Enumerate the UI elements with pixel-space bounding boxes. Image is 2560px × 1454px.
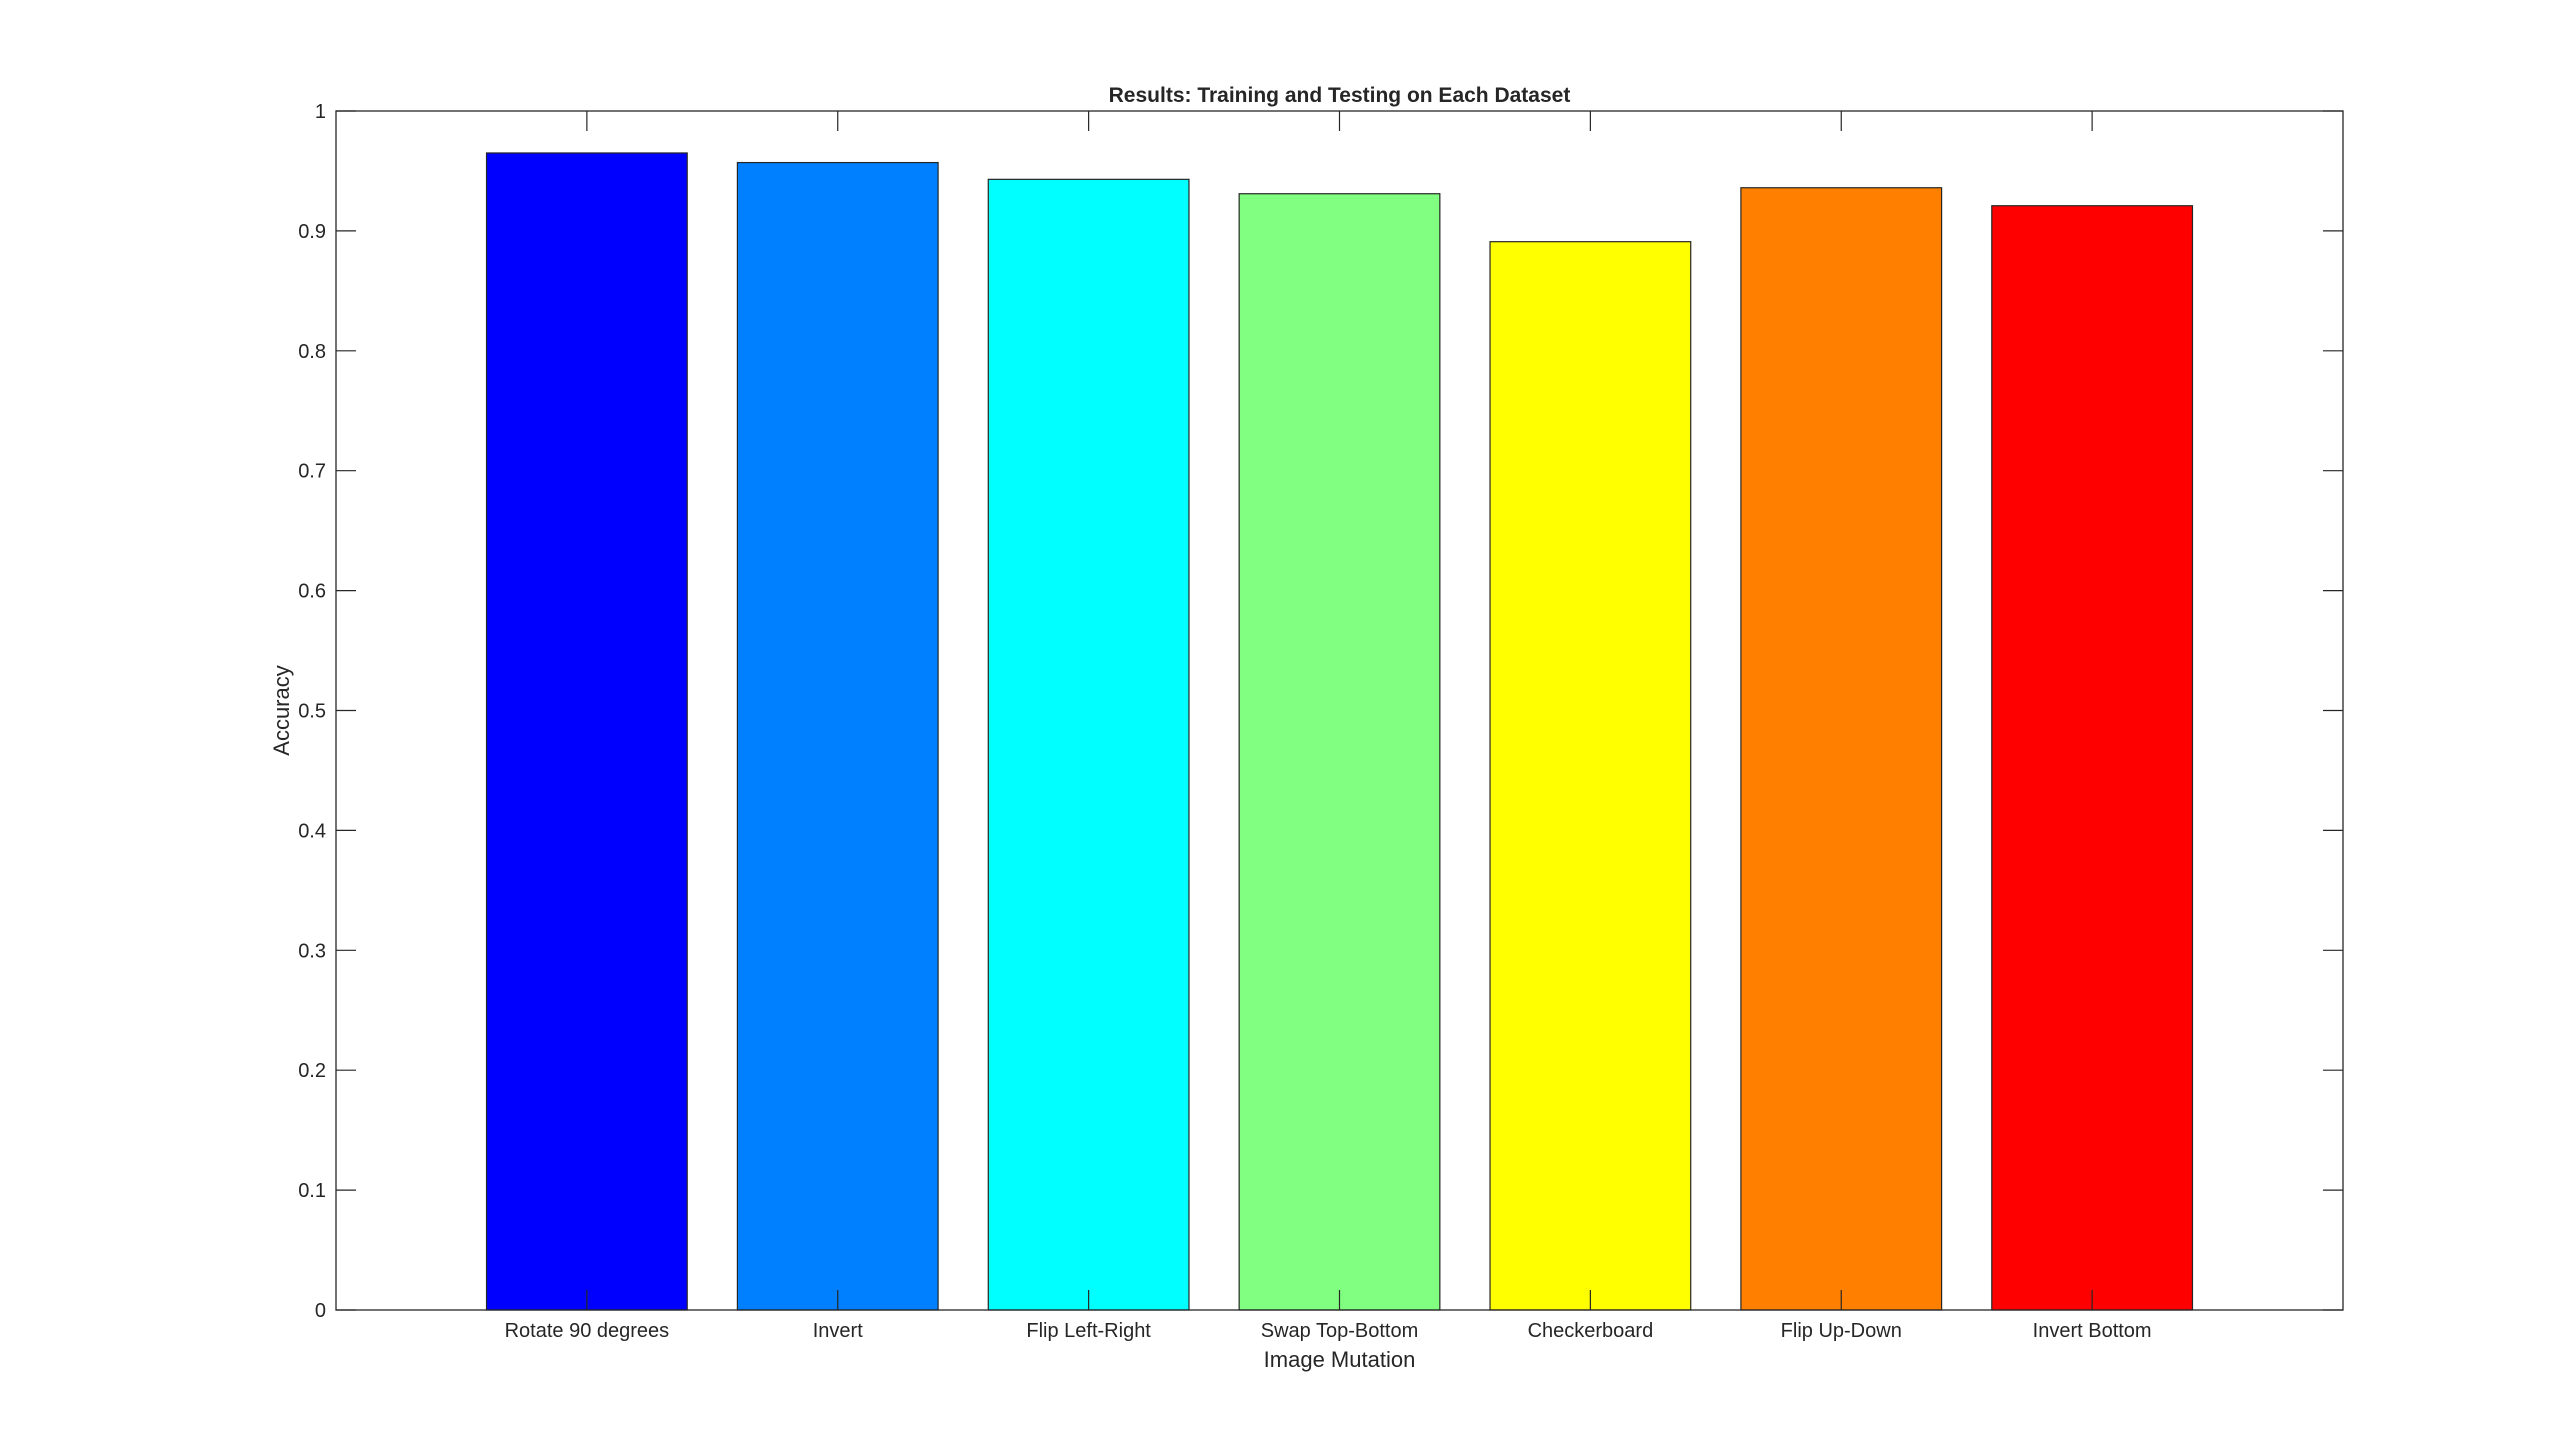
x-tick-label: Invert Bottom: [2033, 1320, 2152, 1342]
x-tick-label: Flip Up-Down: [1781, 1320, 1902, 1342]
bar: [485, 152, 688, 1311]
y-tick-label: 0: [315, 1300, 326, 1322]
x-tick-label: Swap Top-Bottom: [1261, 1320, 1419, 1342]
x-tick-label: Checkerboard: [1528, 1320, 1654, 1342]
x-tick-labels: Rotate 90 degrees Invert Flip Left-Right Sw…: [505, 1320, 2152, 1342]
x-tick-label: Invert: [813, 1320, 863, 1342]
y-tick-label: 0.2: [298, 1060, 326, 1082]
y-tick-label: 0.9: [298, 221, 326, 243]
axes-box: [335, 110, 2344, 1311]
y-axis-label: Accuracy: [269, 665, 294, 755]
bar: [1991, 205, 2194, 1311]
bars-group: [485, 152, 2194, 1311]
chart-title: Results: Training and Testing on Each Da…: [1109, 84, 1571, 107]
ticks-group: [336, 110, 2343, 1311]
bar: [1489, 241, 1692, 1311]
bar: [1238, 193, 1441, 1311]
y-tick-label: 1: [315, 101, 326, 123]
y-tick-label: 0.1: [298, 1180, 326, 1202]
y-tick-label: 0.5: [298, 701, 326, 723]
bar: [987, 178, 1190, 1311]
x-tick-label: Rotate 90 degrees: [505, 1320, 670, 1342]
x-tick-label: Flip Left-Right: [1026, 1320, 1151, 1342]
x-axis-label: Image Mutation: [1264, 1347, 1416, 1372]
y-tick-label: 0.7: [298, 461, 326, 483]
y-tick-label: 0.8: [298, 341, 326, 363]
y-tick-label: 0.3: [298, 940, 326, 962]
bar: [1740, 187, 1943, 1311]
y-tick-label: 0.6: [298, 581, 326, 603]
y-tick-label: 0.4: [298, 820, 326, 842]
y-tick-labels: 0 0.1 0.2 0.3 0.4 0.5 0.6 0.7 0.8 0.9 1: [298, 101, 326, 1322]
bar: [736, 161, 939, 1311]
